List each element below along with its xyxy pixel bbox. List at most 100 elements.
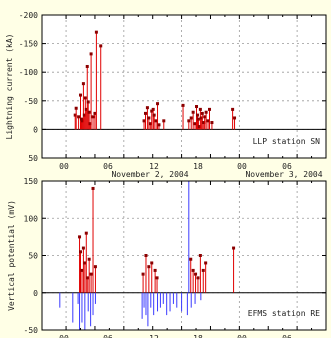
plot-area: [42, 15, 326, 158]
data-point: [81, 246, 85, 250]
data-point: [84, 107, 88, 111]
data-point: [88, 122, 92, 126]
data-point: [91, 115, 95, 119]
data-point: [153, 268, 157, 272]
data-point: [155, 276, 159, 280]
data-point: [99, 44, 103, 48]
data-point: [189, 257, 193, 261]
x-tick-label: 06: [103, 334, 113, 338]
data-point: [187, 119, 191, 123]
y-tick-label: 150: [24, 177, 39, 186]
data-point: [87, 110, 91, 114]
y-axis-label: Vertical potential (mV): [7, 200, 16, 311]
data-point: [157, 123, 161, 127]
data-point: [191, 110, 195, 114]
y-tick-label: -50: [24, 97, 39, 106]
data-point: [78, 235, 82, 239]
x-tick-label: 00: [237, 334, 247, 338]
data-point: [203, 115, 207, 119]
data-point: [79, 93, 83, 97]
data-point: [150, 261, 154, 265]
y-tick-label: -50: [24, 326, 39, 335]
data-point: [141, 272, 145, 276]
data-point: [208, 107, 212, 111]
data-point: [154, 119, 158, 123]
data-point: [181, 103, 185, 107]
data-point: [197, 125, 201, 129]
data-point: [147, 116, 151, 120]
x-tick-label: 00: [59, 334, 69, 338]
data-point: [204, 110, 208, 114]
data-point: [150, 109, 154, 113]
data-point: [206, 119, 210, 123]
date-label-nov3: November 3, 2004: [245, 170, 322, 179]
data-point: [232, 246, 236, 250]
y-tick-label: 50: [28, 154, 38, 163]
x-tick-label: 18: [193, 334, 203, 338]
x-tick-label: 12: [149, 334, 159, 338]
x-tick-label: 18: [193, 162, 203, 171]
date-label-nov2: November 2, 2004: [111, 170, 188, 179]
data-point: [83, 261, 87, 265]
data-point: [145, 106, 149, 110]
panel-vertical-potential: -50 0 50 100 150 00 06 12 18 00 06 Vertical potenti…: [7, 177, 327, 338]
x-tick-label: 06: [103, 162, 113, 171]
data-point: [94, 30, 98, 34]
data-point: [148, 122, 152, 126]
y-tick-label: -100: [19, 68, 38, 77]
data-point: [91, 186, 95, 190]
data-point: [204, 261, 208, 265]
y-tick-label: 0: [33, 125, 38, 134]
data-point: [85, 64, 89, 68]
data-point: [77, 115, 81, 119]
data-point: [82, 113, 86, 117]
data-point: [189, 116, 193, 120]
panel-lightning-current: 50 0 -50 -100 -150 -200 00 06 12 18 00 06 Lightning …: [5, 11, 327, 179]
station-annotation: LLP station SN: [253, 137, 321, 146]
plot-frame: [41, 14, 327, 159]
data-point: [80, 119, 84, 123]
data-point: [86, 276, 90, 280]
data-point: [198, 254, 202, 257]
data-point: [142, 119, 146, 123]
data-point: [151, 107, 155, 111]
data-point: [210, 121, 214, 125]
data-point: [199, 116, 203, 120]
data-point: [195, 105, 199, 109]
x-tick-label: 06: [282, 162, 292, 171]
data-point: [196, 276, 200, 280]
data-point: [231, 107, 235, 111]
y-tick-label: -150: [19, 40, 38, 49]
x-tick-label: 00: [59, 162, 69, 171]
data-point: [80, 268, 84, 272]
data-point: [86, 100, 90, 104]
y-tick-label: 100: [24, 214, 39, 223]
data-point: [93, 265, 97, 269]
data-point: [193, 122, 197, 126]
data-point: [79, 250, 83, 254]
data-point: [156, 102, 160, 106]
data-point: [152, 113, 156, 117]
x-tick-label: 06: [282, 334, 292, 338]
data-point: [144, 254, 148, 257]
y-tick-label: 50: [28, 252, 38, 261]
data-point: [81, 82, 85, 86]
data-point: [84, 231, 88, 235]
y-axis-label: Lightning current (kA): [5, 34, 14, 140]
data-point: [198, 107, 202, 111]
x-tick-label: 12: [149, 162, 159, 171]
data-point: [202, 121, 206, 125]
station-annotation: EFMS station RE: [248, 309, 320, 318]
data-point: [147, 265, 151, 269]
data-point: [87, 257, 91, 261]
data-point: [200, 111, 204, 115]
data-point: [89, 272, 93, 276]
data-point: [93, 111, 97, 115]
data-point: [83, 96, 87, 100]
x-tick-label: 00: [237, 162, 247, 171]
data-point: [201, 268, 205, 272]
y-tick-label: 0: [33, 289, 38, 298]
data-point: [233, 116, 237, 120]
data-point: [195, 113, 199, 117]
